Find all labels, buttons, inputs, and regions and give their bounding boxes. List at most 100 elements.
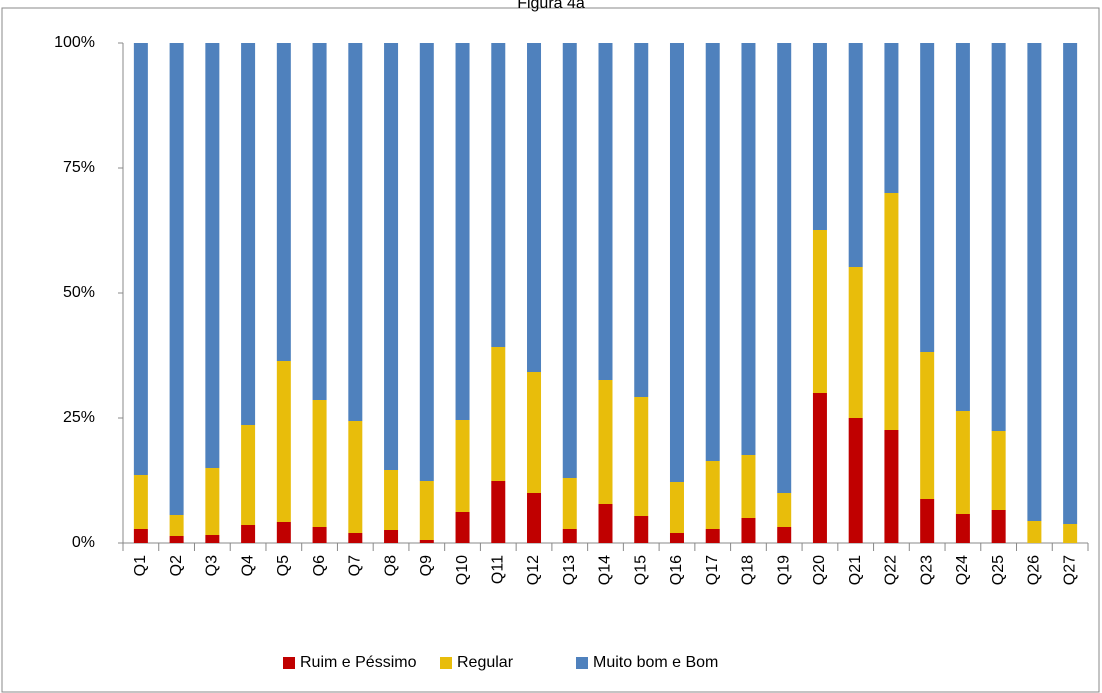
bar-segment (955, 411, 970, 514)
bar-segment (276, 361, 291, 522)
bar-segment (884, 43, 899, 193)
bar-segment (669, 43, 684, 482)
bar-segment (777, 493, 792, 527)
bar-segment (1027, 521, 1042, 543)
bar-segment (205, 468, 220, 535)
bar-segment (812, 393, 827, 543)
y-tick-label: 0% (72, 534, 95, 551)
x-tick-label: Q19 (775, 555, 792, 585)
legend-swatch (283, 657, 295, 669)
bar-segment (169, 536, 184, 543)
bar-segment (705, 529, 720, 543)
bar-segment (812, 43, 827, 230)
bar-segment (241, 43, 256, 425)
x-tick-label: Q10 (454, 555, 471, 585)
bar-segment (205, 43, 220, 468)
x-tick-label: Q25 (990, 555, 1007, 585)
bar-segment (884, 430, 899, 543)
bar-segment (562, 43, 577, 478)
bar-segment (634, 43, 649, 397)
x-tick-label: Q7 (347, 555, 364, 576)
x-tick-label: Q13 (561, 555, 578, 585)
y-tick-label: 25% (63, 409, 95, 426)
bar-segment (348, 43, 363, 421)
bar-segment (205, 535, 220, 543)
bar-segment (241, 525, 256, 543)
bar-segment (848, 43, 863, 267)
x-tick-label: Q9 (418, 555, 435, 576)
bar-segment (527, 372, 542, 493)
bar-segment (777, 43, 792, 493)
bar-segment (955, 43, 970, 411)
bar-segment (384, 530, 399, 543)
x-tick-label: Q26 (1026, 555, 1043, 585)
bar-segment (598, 43, 613, 380)
x-tick-label: Q24 (954, 555, 971, 585)
y-tick-label: 75% (63, 159, 95, 176)
bar-segment (169, 515, 184, 536)
chart-title: Figura 4a (517, 0, 585, 12)
bar-segment (169, 43, 184, 515)
bar-segment (384, 43, 399, 470)
bar-segment (741, 43, 756, 455)
x-tick-label: Q22 (883, 555, 900, 585)
y-tick-label: 50% (63, 284, 95, 301)
bar-segment (527, 493, 542, 543)
bar-segment (955, 514, 970, 543)
bar-segment (455, 420, 470, 512)
bar-segment (276, 43, 291, 361)
legend-label: Muito bom e Bom (593, 654, 718, 671)
x-tick-label: Q17 (704, 555, 721, 585)
bar-segment (419, 43, 434, 481)
bar-segment (669, 482, 684, 533)
bar-segment (598, 380, 613, 504)
x-tick-label: Q12 (525, 555, 542, 585)
bar-segment (241, 425, 256, 525)
x-tick-label: Q4 (239, 555, 256, 576)
bar-segment (348, 533, 363, 543)
bar-segment (527, 43, 542, 372)
bar-segment (276, 522, 291, 543)
bar-segment (312, 400, 327, 527)
bar-segment (598, 504, 613, 543)
bar-segment (634, 397, 649, 516)
bar-segment (741, 518, 756, 543)
bar-segment (133, 475, 148, 529)
bar-segment (384, 470, 399, 530)
bar-segment (419, 540, 434, 543)
y-tick-label: 100% (54, 34, 95, 51)
bar-segment (884, 193, 899, 430)
bar-segment (419, 481, 434, 540)
bar-segment (920, 499, 935, 543)
x-tick-label: Q18 (740, 555, 757, 585)
legend-swatch (576, 657, 588, 669)
x-tick-label: Q8 (382, 555, 399, 576)
bar-segment (491, 347, 506, 481)
x-tick-label: Q5 (275, 555, 292, 576)
bar-segment (348, 421, 363, 533)
bar-segment (133, 529, 148, 543)
bar-segment (312, 43, 327, 400)
bar-segment (562, 478, 577, 529)
bar-segment (1063, 43, 1078, 524)
x-tick-label: Q6 (311, 555, 328, 576)
legend-label: Regular (457, 654, 514, 671)
bar-segment (491, 43, 506, 347)
x-tick-label: Q23 (918, 555, 935, 585)
bar-segment (991, 43, 1006, 431)
bar-segment (1063, 524, 1078, 543)
bar-segment (848, 267, 863, 418)
bar-segment (312, 527, 327, 543)
chart-border (1, 7, 1100, 693)
x-tick-label: Q21 (847, 555, 864, 585)
bar-segment (455, 43, 470, 420)
bar-segment (455, 512, 470, 543)
bar-segment (133, 43, 148, 475)
legend-swatch (440, 657, 452, 669)
x-tick-label: Q20 (811, 555, 828, 585)
x-tick-label: Q1 (132, 555, 149, 576)
bar-segment (562, 529, 577, 543)
bar-segment (741, 455, 756, 518)
bar-segment (491, 481, 506, 543)
